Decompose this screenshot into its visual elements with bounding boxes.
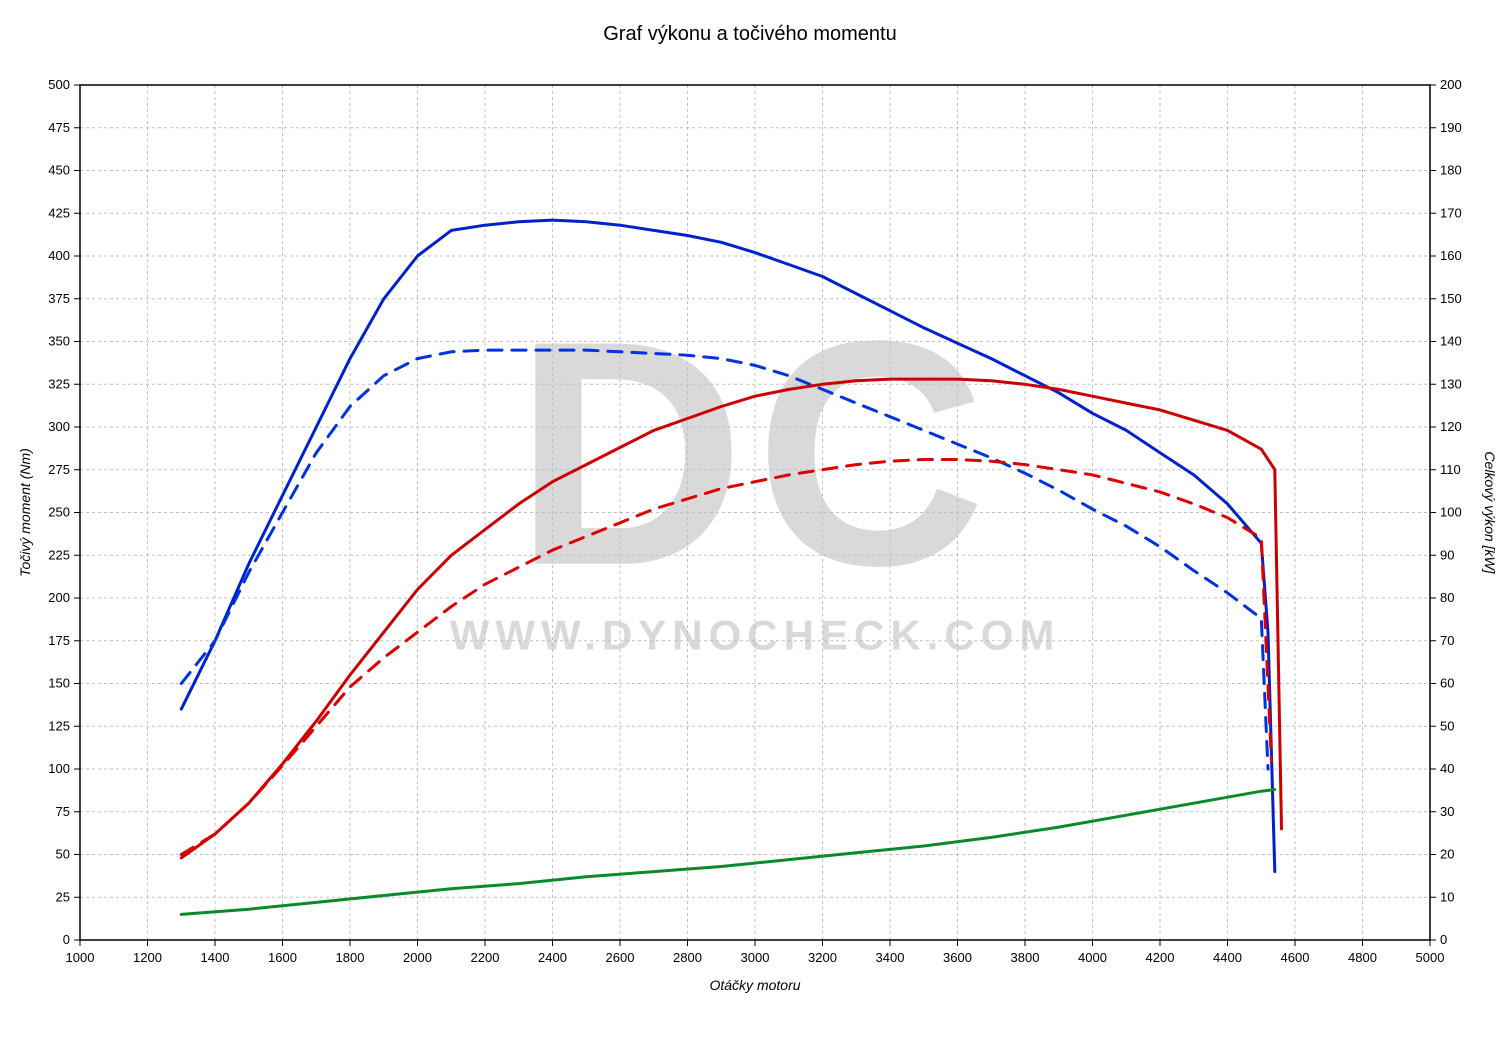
x-tick-label: 3800 <box>1011 950 1040 965</box>
y-right-tick-label: 10 <box>1440 889 1454 904</box>
y-right-tick-label: 190 <box>1440 120 1462 135</box>
y-right-tick-label: 110 <box>1440 462 1461 477</box>
y-left-tick-label: 150 <box>48 676 70 691</box>
y-left-tick-label: 100 <box>48 761 70 776</box>
y-right-tick-label: 30 <box>1440 804 1454 819</box>
y-left-tick-label: 50 <box>56 847 70 862</box>
x-tick-label: 1200 <box>133 950 162 965</box>
y-left-tick-label: 0 <box>63 932 70 947</box>
y-left-tick-label: 250 <box>48 505 70 520</box>
x-tick-label: 4800 <box>1348 950 1377 965</box>
y-left-tick-label: 325 <box>48 376 70 391</box>
x-tick-label: 4000 <box>1078 950 1107 965</box>
y-right-tick-label: 60 <box>1440 676 1454 691</box>
chart-svg: Graf výkonu a točivého momentu DC WWW.DY… <box>0 0 1500 1041</box>
y-left-tick-label: 275 <box>48 462 70 477</box>
x-tick-label: 2800 <box>673 950 702 965</box>
x-tick-label: 4600 <box>1281 950 1310 965</box>
x-tick-label: 4200 <box>1146 950 1175 965</box>
y-left-tick-label: 350 <box>48 334 70 349</box>
y-right-tick-label: 130 <box>1440 376 1462 391</box>
x-tick-label: 1400 <box>201 950 230 965</box>
y-right-tick-label: 40 <box>1440 761 1454 776</box>
x-tick-label: 1000 <box>66 950 95 965</box>
x-axis-label: Otáčky motoru <box>709 977 800 993</box>
dyno-chart: Graf výkonu a točivého momentu DC WWW.DY… <box>0 0 1500 1041</box>
x-tick-label: 3400 <box>876 950 905 965</box>
x-tick-label: 2200 <box>471 950 500 965</box>
y-right-tick-label: 170 <box>1440 205 1462 220</box>
x-tick-label: 2600 <box>606 950 635 965</box>
y-left-tick-label: 500 <box>48 77 70 92</box>
x-tick-label: 1800 <box>336 950 365 965</box>
series-drag-loss <box>181 790 1275 915</box>
y-left-tick-label: 375 <box>48 291 70 306</box>
x-tick-label: 5000 <box>1416 950 1445 965</box>
x-tick-label: 3600 <box>943 950 972 965</box>
x-tick-label: 2400 <box>538 950 567 965</box>
y-left-tick-label: 475 <box>48 120 70 135</box>
y-left-axis-label: Točivý moment (Nm) <box>17 448 33 577</box>
y-right-tick-label: 90 <box>1440 547 1454 562</box>
y-left-tick-label: 25 <box>56 889 70 904</box>
y-left-tick-label: 75 <box>56 804 70 819</box>
y-right-tick-label: 200 <box>1440 77 1462 92</box>
y-right-tick-label: 70 <box>1440 633 1454 648</box>
y-right-tick-label: 180 <box>1440 163 1462 178</box>
y-right-tick-label: 150 <box>1440 291 1462 306</box>
y-left-tick-label: 450 <box>48 163 70 178</box>
y-right-axis-label: Celkový výkon [kW] <box>1482 451 1498 574</box>
y-left-ticks: 0 25 50 75 100 125 150 175 200 225 250 275 300 325 350… <box>48 77 80 947</box>
x-tick-label: 3200 <box>808 950 837 965</box>
x-ticks: 1000 1200 1400 1600 1800 2000 2200 2400 2600 2800… <box>66 940 1445 965</box>
x-tick-label: 3000 <box>741 950 770 965</box>
chart-title: Graf výkonu a točivého momentu <box>603 23 896 45</box>
y-right-tick-label: 100 <box>1440 505 1462 520</box>
y-right-tick-label: 0 <box>1440 932 1447 947</box>
y-left-tick-label: 225 <box>48 547 70 562</box>
y-left-tick-label: 175 <box>48 633 70 648</box>
y-left-tick-label: 125 <box>48 718 70 733</box>
y-left-tick-label: 400 <box>48 248 70 263</box>
x-tick-label: 1600 <box>268 950 297 965</box>
x-tick-label: 4400 <box>1213 950 1242 965</box>
y-right-ticks: 0 10 20 30 40 50 60 70 80 90 100 110 120 130 140 150 160… <box>1430 77 1462 947</box>
y-right-tick-label: 160 <box>1440 248 1462 263</box>
y-right-tick-label: 80 <box>1440 590 1454 605</box>
y-right-tick-label: 140 <box>1440 334 1462 349</box>
y-left-tick-label: 425 <box>48 205 70 220</box>
y-right-tick-label: 50 <box>1440 718 1454 733</box>
x-tick-label: 2000 <box>403 950 432 965</box>
y-right-tick-label: 120 <box>1440 419 1462 434</box>
y-right-tick-label: 20 <box>1440 847 1454 862</box>
y-left-tick-label: 300 <box>48 419 70 434</box>
y-left-tick-label: 200 <box>48 590 70 605</box>
